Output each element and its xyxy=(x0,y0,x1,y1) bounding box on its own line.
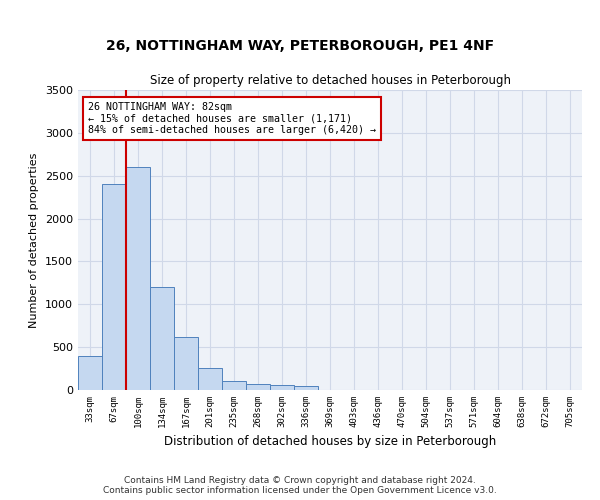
Y-axis label: Number of detached properties: Number of detached properties xyxy=(29,152,40,328)
Bar xyxy=(294,386,318,390)
Bar xyxy=(198,368,222,390)
Bar xyxy=(150,287,174,390)
Bar xyxy=(102,184,126,390)
Bar xyxy=(222,382,246,390)
Text: Contains HM Land Registry data © Crown copyright and database right 2024.
Contai: Contains HM Land Registry data © Crown c… xyxy=(103,476,497,495)
Text: 26, NOTTINGHAM WAY, PETERBOROUGH, PE1 4NF: 26, NOTTINGHAM WAY, PETERBOROUGH, PE1 4N… xyxy=(106,38,494,52)
Bar xyxy=(246,384,270,390)
Title: Size of property relative to detached houses in Peterborough: Size of property relative to detached ho… xyxy=(149,74,511,88)
Bar xyxy=(78,356,102,390)
Bar xyxy=(174,337,198,390)
Text: 26 NOTTINGHAM WAY: 82sqm
← 15% of detached houses are smaller (1,171)
84% of sem: 26 NOTTINGHAM WAY: 82sqm ← 15% of detach… xyxy=(88,102,376,135)
Bar xyxy=(126,167,150,390)
Bar xyxy=(270,385,294,390)
X-axis label: Distribution of detached houses by size in Peterborough: Distribution of detached houses by size … xyxy=(164,436,496,448)
